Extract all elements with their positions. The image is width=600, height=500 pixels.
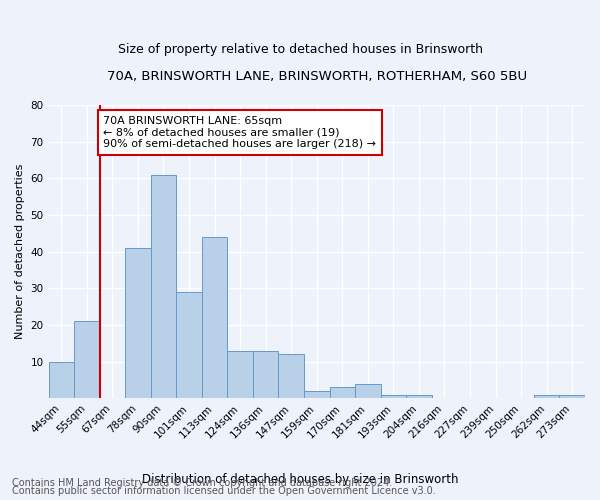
Text: Distribution of detached houses by size in Brinsworth: Distribution of detached houses by size … xyxy=(142,472,458,486)
Bar xyxy=(202,237,227,398)
Bar xyxy=(278,354,304,399)
Title: 70A, BRINSWORTH LANE, BRINSWORTH, ROTHERHAM, S60 5BU: 70A, BRINSWORTH LANE, BRINSWORTH, ROTHER… xyxy=(107,70,527,83)
Text: Size of property relative to detached houses in Brinsworth: Size of property relative to detached ho… xyxy=(118,42,482,56)
Bar xyxy=(329,388,355,398)
Bar xyxy=(380,394,406,398)
Text: 70A BRINSWORTH LANE: 65sqm
← 8% of detached houses are smaller (19)
90% of semi-: 70A BRINSWORTH LANE: 65sqm ← 8% of detac… xyxy=(103,116,376,149)
Bar xyxy=(253,350,278,399)
Text: Contains HM Land Registry data © Crown copyright and database right 2024.: Contains HM Land Registry data © Crown c… xyxy=(12,478,392,488)
Bar xyxy=(49,362,74,399)
Bar xyxy=(406,394,432,398)
Bar xyxy=(304,391,329,398)
Y-axis label: Number of detached properties: Number of detached properties xyxy=(15,164,25,340)
Bar xyxy=(125,248,151,398)
Text: Contains public sector information licensed under the Open Government Licence v3: Contains public sector information licen… xyxy=(12,486,436,496)
Bar xyxy=(559,394,585,398)
Bar xyxy=(151,174,176,398)
Bar xyxy=(534,394,559,398)
Bar xyxy=(176,292,202,399)
Bar xyxy=(74,322,100,398)
Bar xyxy=(227,350,253,399)
Bar xyxy=(355,384,380,398)
